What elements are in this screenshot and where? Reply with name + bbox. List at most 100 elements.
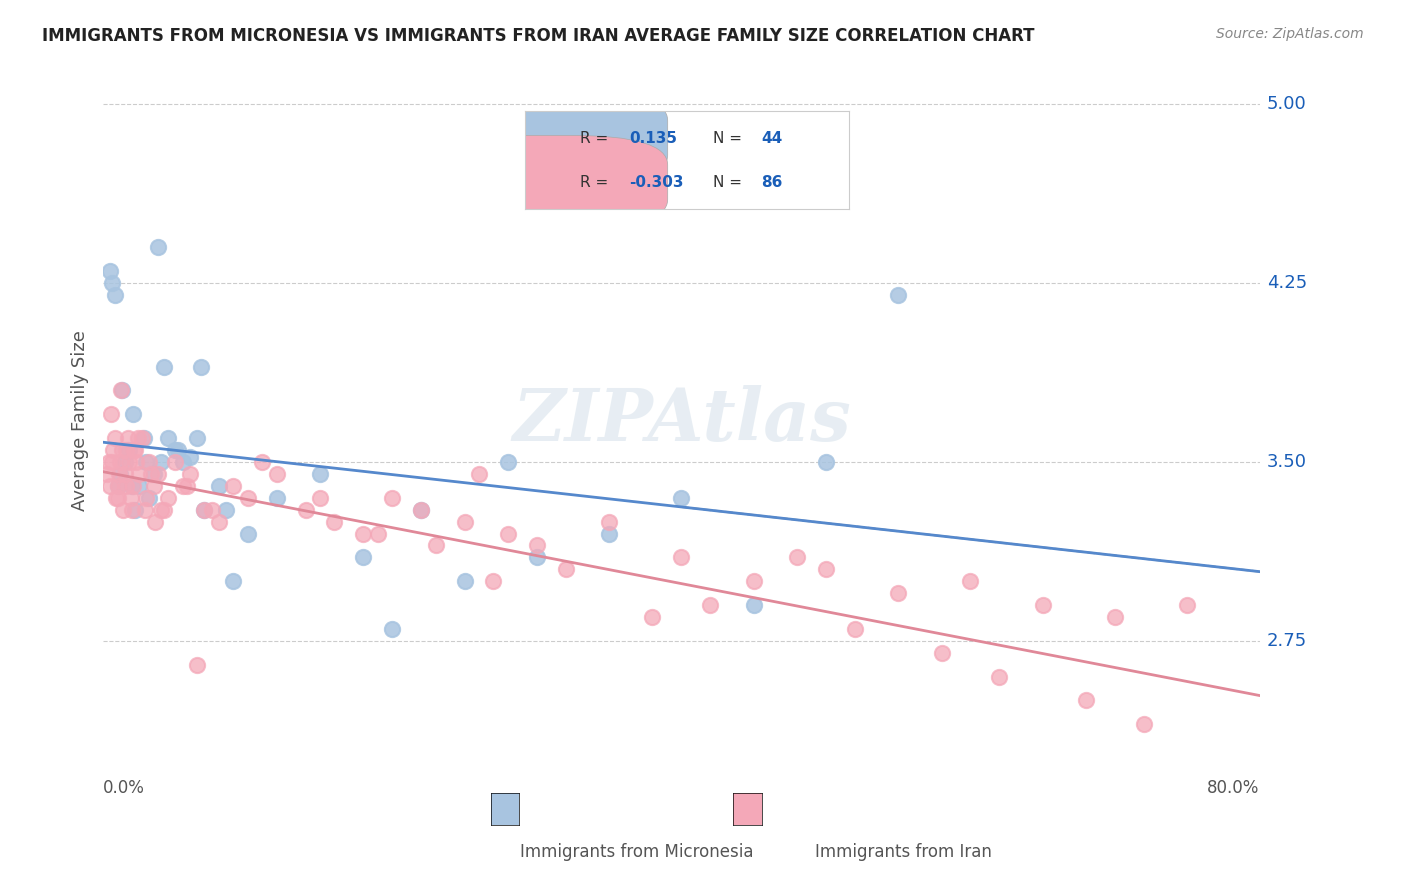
Point	[105, 491, 128, 505]
Point	[526, 538, 548, 552]
Text: Immigrants from Iran: Immigrants from Iran	[815, 843, 993, 861]
Point	[215, 502, 238, 516]
Point	[186, 431, 208, 445]
Point	[104, 288, 127, 302]
Point	[190, 359, 212, 374]
Point	[111, 384, 134, 398]
Point	[352, 550, 374, 565]
Point	[124, 443, 146, 458]
Point	[128, 479, 150, 493]
Point	[157, 491, 180, 505]
Point	[959, 574, 981, 589]
Point	[1074, 693, 1097, 707]
Point	[135, 491, 157, 505]
Point	[176, 479, 198, 493]
Point	[222, 574, 245, 589]
Point	[142, 467, 165, 481]
Point	[131, 431, 153, 445]
Point	[101, 276, 124, 290]
Point	[222, 479, 245, 493]
Point	[641, 610, 664, 624]
Point	[1032, 598, 1054, 612]
Point	[101, 455, 124, 469]
Text: 5.00: 5.00	[1267, 95, 1306, 113]
Point	[294, 502, 316, 516]
Point	[120, 491, 142, 505]
Point	[110, 467, 132, 481]
Point	[208, 479, 231, 493]
Point	[121, 479, 143, 493]
Point	[103, 443, 125, 458]
Point	[115, 479, 138, 493]
Text: 4.25: 4.25	[1267, 274, 1308, 293]
Point	[1133, 717, 1156, 731]
Point	[167, 443, 190, 458]
Point	[172, 455, 194, 469]
Point	[193, 502, 215, 516]
Point	[554, 562, 576, 576]
Point	[309, 491, 332, 505]
Point	[149, 502, 172, 516]
Point	[153, 502, 176, 516]
Point	[107, 491, 129, 505]
Point	[208, 515, 231, 529]
Text: 0.0%: 0.0%	[103, 779, 145, 797]
Point	[114, 455, 136, 469]
Point	[142, 479, 165, 493]
Point	[1175, 598, 1198, 612]
Point	[107, 479, 129, 493]
Point	[143, 515, 166, 529]
Point	[1205, 837, 1227, 851]
Point	[186, 657, 208, 672]
Point	[236, 491, 259, 505]
Point	[118, 455, 141, 469]
Point	[250, 455, 273, 469]
Point	[117, 431, 139, 445]
Point	[887, 586, 910, 600]
Point	[98, 264, 121, 278]
Point	[468, 467, 491, 481]
Point	[742, 574, 765, 589]
Y-axis label: Average Family Size: Average Family Size	[72, 330, 89, 511]
Point	[887, 288, 910, 302]
Point	[931, 646, 953, 660]
Point	[266, 467, 288, 481]
Point	[124, 502, 146, 516]
Point	[352, 526, 374, 541]
Point	[135, 455, 157, 469]
Point	[266, 491, 288, 505]
Point	[104, 431, 127, 445]
Point	[671, 550, 693, 565]
Point	[496, 526, 519, 541]
Point	[122, 407, 145, 421]
Point	[134, 502, 156, 516]
Point	[844, 622, 866, 636]
Point	[172, 479, 194, 493]
Point	[108, 467, 131, 481]
Point	[165, 455, 187, 469]
Point	[496, 455, 519, 469]
Point	[111, 443, 134, 458]
Point	[411, 502, 433, 516]
Point	[280, 789, 302, 803]
Text: IMMIGRANTS FROM MICRONESIA VS IMMIGRANTS FROM IRAN AVERAGE FAMILY SIZE CORRELATI: IMMIGRANTS FROM MICRONESIA VS IMMIGRANTS…	[42, 27, 1035, 45]
Text: ZIPAtlas: ZIPAtlas	[512, 384, 851, 456]
Point	[786, 550, 808, 565]
Point	[309, 467, 332, 481]
Point	[1104, 610, 1126, 624]
Text: 3.50: 3.50	[1267, 453, 1306, 471]
Point	[742, 598, 765, 612]
Point	[127, 431, 149, 445]
Point	[121, 502, 143, 516]
Point	[96, 467, 118, 481]
Point	[110, 455, 132, 469]
Point	[482, 574, 505, 589]
Point	[165, 443, 187, 458]
Point	[138, 491, 160, 505]
Point	[98, 479, 121, 493]
Point	[598, 515, 620, 529]
Point	[425, 538, 447, 552]
Point	[179, 467, 201, 481]
Point	[323, 515, 346, 529]
Point	[107, 479, 129, 493]
